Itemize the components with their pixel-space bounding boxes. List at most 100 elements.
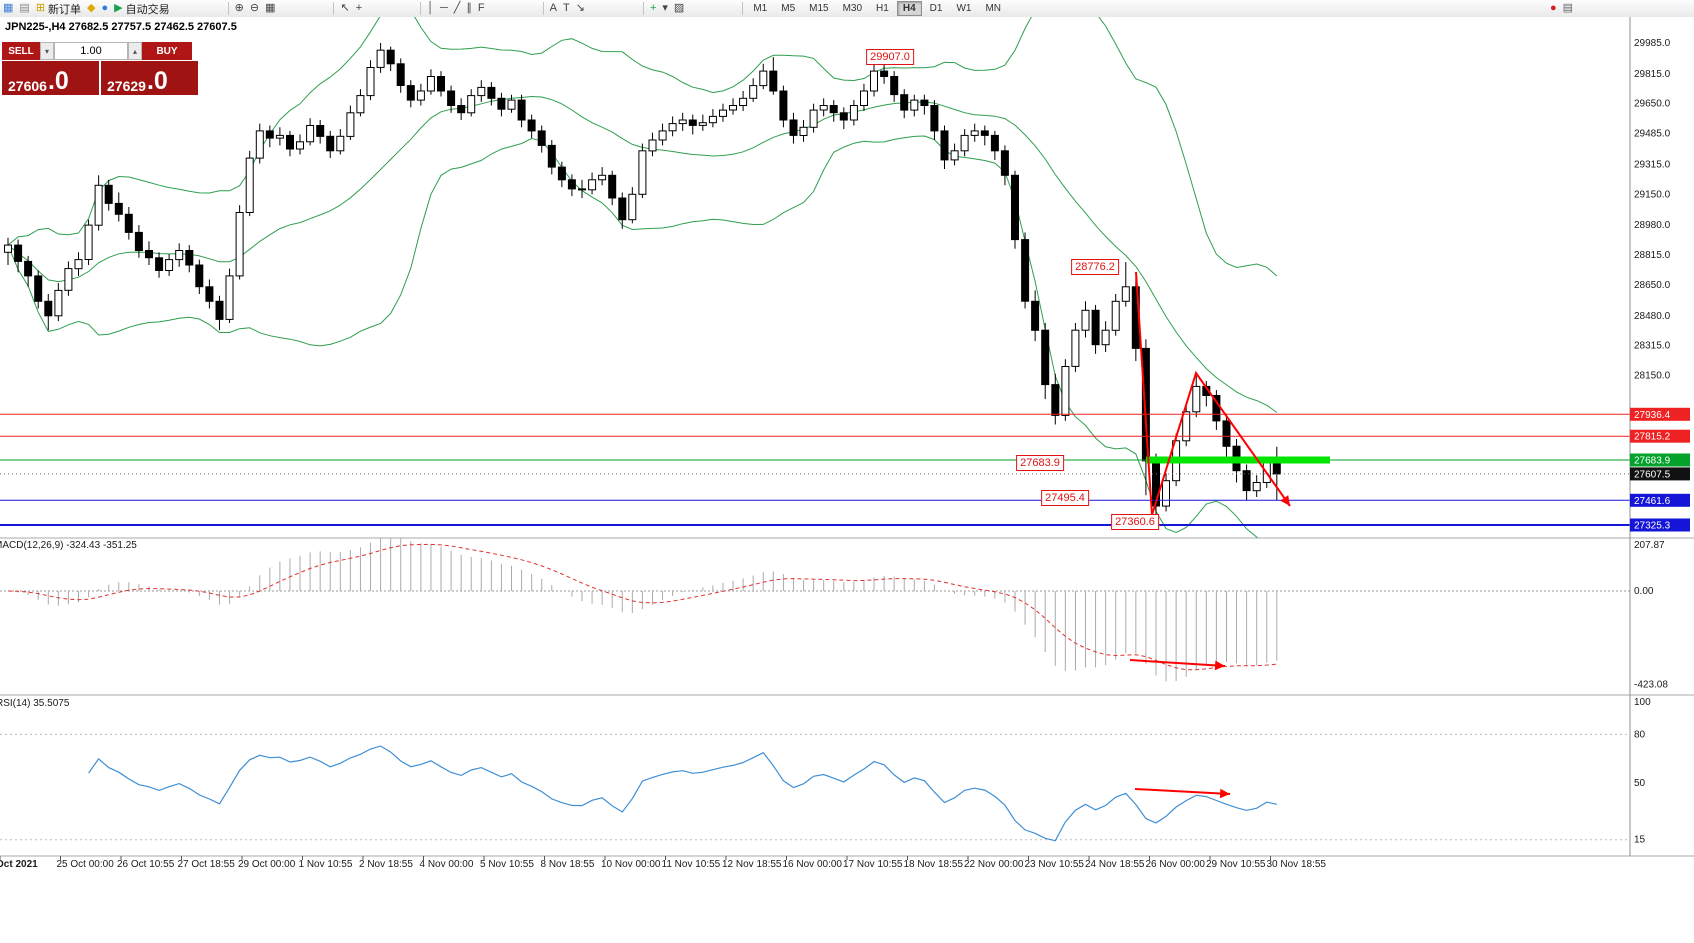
volume-spinner-icon[interactable]: ▴ [128, 42, 142, 60]
tile-windows-icon[interactable]: ▦ [263, 1, 277, 16]
time-axis-label[interactable]: 11 Nov 10:55 [662, 859, 721, 870]
arrow-object-icon[interactable]: ↘ [574, 1, 587, 16]
time-axis-label[interactable]: 26 Oct 10:55 [117, 859, 175, 870]
price-annotation[interactable]: 27360.6 [1111, 514, 1159, 530]
vertical-line-icon: │ [427, 2, 434, 14]
time-axis-label[interactable]: Oct 2021 [0, 859, 38, 870]
time-axis-label[interactable]: 22 Nov 00:00 [964, 859, 1024, 870]
time-axis-label[interactable]: 16 Nov 00:00 [783, 859, 843, 870]
time-axis-label[interactable]: 29 Nov 10:55 [1206, 859, 1266, 870]
time-axis-label[interactable]: 12 Nov 18:55 [722, 859, 782, 870]
price-annotation[interactable]: 27495.4 [1041, 490, 1089, 506]
candle [860, 90, 868, 106]
text-label-icon: T [563, 2, 570, 14]
candle [1242, 470, 1251, 492]
economic-calendar-icon[interactable]: ● [100, 1, 111, 16]
profiles-icon: ▤ [19, 2, 30, 14]
mql-market-icon[interactable]: ◆ [85, 1, 97, 16]
zoom-in-icon[interactable]: ⊕ [233, 1, 246, 16]
timeframe-H1[interactable]: H1 [876, 3, 889, 14]
candle [819, 105, 828, 111]
sell-button[interactable]: SELL [2, 42, 40, 60]
order-options-caret-icon[interactable]: ▾ [40, 42, 54, 60]
volume-input[interactable] [54, 42, 128, 60]
candle [4, 244, 12, 253]
timeframe-M15[interactable]: M15 [809, 3, 829, 14]
autotrade-button[interactable]: ▶ 自动交易 [112, 1, 171, 16]
time-axis-label[interactable]: 23 Nov 10:55 [1025, 859, 1085, 870]
profiles-icon[interactable]: ▤ [17, 1, 31, 16]
timeframe-M30[interactable]: M30 [842, 3, 863, 14]
candle [578, 188, 586, 191]
crosshair-icon[interactable]: + [354, 1, 364, 16]
candle [537, 130, 546, 146]
trendline-icon[interactable]: ╱ [452, 1, 463, 16]
time-axis-label[interactable]: 17 Nov 10:55 [843, 859, 903, 870]
time-axis-label[interactable]: 30 Nov 18:55 [1267, 859, 1327, 870]
macd-arrow[interactable] [1129, 659, 1226, 667]
time-axis-label[interactable]: 26 Nov 00:00 [1146, 859, 1206, 870]
price-zigzag-arrow[interactable] [1135, 271, 1291, 516]
price-axis-label: 29485.0 [1634, 129, 1671, 140]
rsi-line [88, 745, 1277, 842]
timeframe-M1[interactable]: M1 [753, 3, 768, 14]
price-annotation[interactable]: 28776.2 [1071, 259, 1119, 275]
time-axis-label[interactable]: 8 Nov 18:55 [541, 859, 595, 870]
candle [829, 105, 838, 114]
time-axis-label[interactable]: 29 Oct 00:00 [238, 859, 296, 870]
fibonacci-icon[interactable]: F [476, 1, 487, 16]
candle [245, 157, 254, 214]
text-label-icon[interactable]: T [561, 1, 572, 16]
candle [618, 197, 627, 221]
candle [527, 119, 536, 132]
new-chart-icon[interactable]: ▦ [1, 1, 15, 16]
time-axis-label[interactable]: 24 Nov 18:55 [1085, 859, 1145, 870]
price-axis-label: 29815.0 [1634, 69, 1671, 80]
time-axis-label[interactable]: 10 Nov 00:00 [601, 859, 661, 870]
timeframe-D1[interactable]: D1 [929, 3, 943, 14]
price-axis-label: 28150.0 [1634, 371, 1671, 382]
time-axis-label[interactable]: 1 Nov 10:55 [299, 859, 353, 870]
price-tag [1630, 407, 1690, 421]
buy-price-button[interactable]: 27629.0 [101, 61, 198, 95]
candle [779, 90, 788, 121]
time-axis-label[interactable]: 18 Nov 18:55 [904, 859, 964, 870]
macd-pane [0, 538, 1630, 682]
vertical-line-icon[interactable]: │ [425, 1, 436, 16]
indicators-icon[interactable]: + [648, 1, 658, 16]
sell-price-button[interactable]: 27606.0 [2, 61, 99, 95]
time-axis-label[interactable]: 2 Nov 18:55 [359, 859, 413, 870]
horizontal-line-icon[interactable]: ─ [438, 1, 450, 16]
rsi-arrow[interactable] [1134, 788, 1231, 795]
indicator-list-icon[interactable]: ▾ [660, 1, 670, 16]
price-annotation[interactable]: 27683.9 [1016, 455, 1064, 471]
timeframe-H4[interactable]: H4 [896, 1, 922, 16]
timeframe-W1[interactable]: W1 [956, 3, 972, 14]
layout-icon: ▤ [1562, 2, 1573, 14]
timeframe-MN[interactable]: MN [985, 3, 1001, 14]
text-icon[interactable]: A [548, 1, 559, 16]
time-axis-label[interactable]: 5 Nov 10:55 [480, 859, 534, 870]
timeframe-M5[interactable]: M5 [781, 3, 796, 14]
price-chart[interactable]: 29985.0 29815.0 29650.0 29485.0 29315.0 29150… [0, 17, 1694, 943]
time-axis-label[interactable]: 25 Oct 00:00 [57, 859, 115, 870]
time-axis-label[interactable]: 4 Nov 00:00 [420, 859, 474, 870]
candle [1101, 329, 1110, 346]
price-tag-label: 27325.3 [1634, 521, 1671, 532]
candle [910, 99, 919, 111]
cursor-icon[interactable]: ↖ [338, 1, 351, 16]
macd-axis-label: 0.00 [1634, 586, 1654, 597]
time-axis-label[interactable]: 27 Oct 18:55 [178, 859, 236, 870]
layout-icon[interactable]: ▤ [1561, 1, 1575, 16]
candle [265, 130, 274, 139]
candle [34, 275, 43, 302]
templates-icon[interactable]: ▨ [672, 1, 686, 16]
candle [235, 212, 244, 277]
alerts-icon[interactable]: ● [1548, 1, 1559, 16]
new-order-button[interactable]: ⊞ 新订单 [34, 1, 83, 16]
zoom-out-icon[interactable]: ⊖ [248, 1, 261, 16]
price-annotation[interactable]: 29907.0 [866, 49, 914, 65]
buy-button[interactable]: BUY [142, 42, 192, 60]
channel-icon[interactable]: ∥ [464, 1, 474, 16]
candle [849, 105, 858, 121]
